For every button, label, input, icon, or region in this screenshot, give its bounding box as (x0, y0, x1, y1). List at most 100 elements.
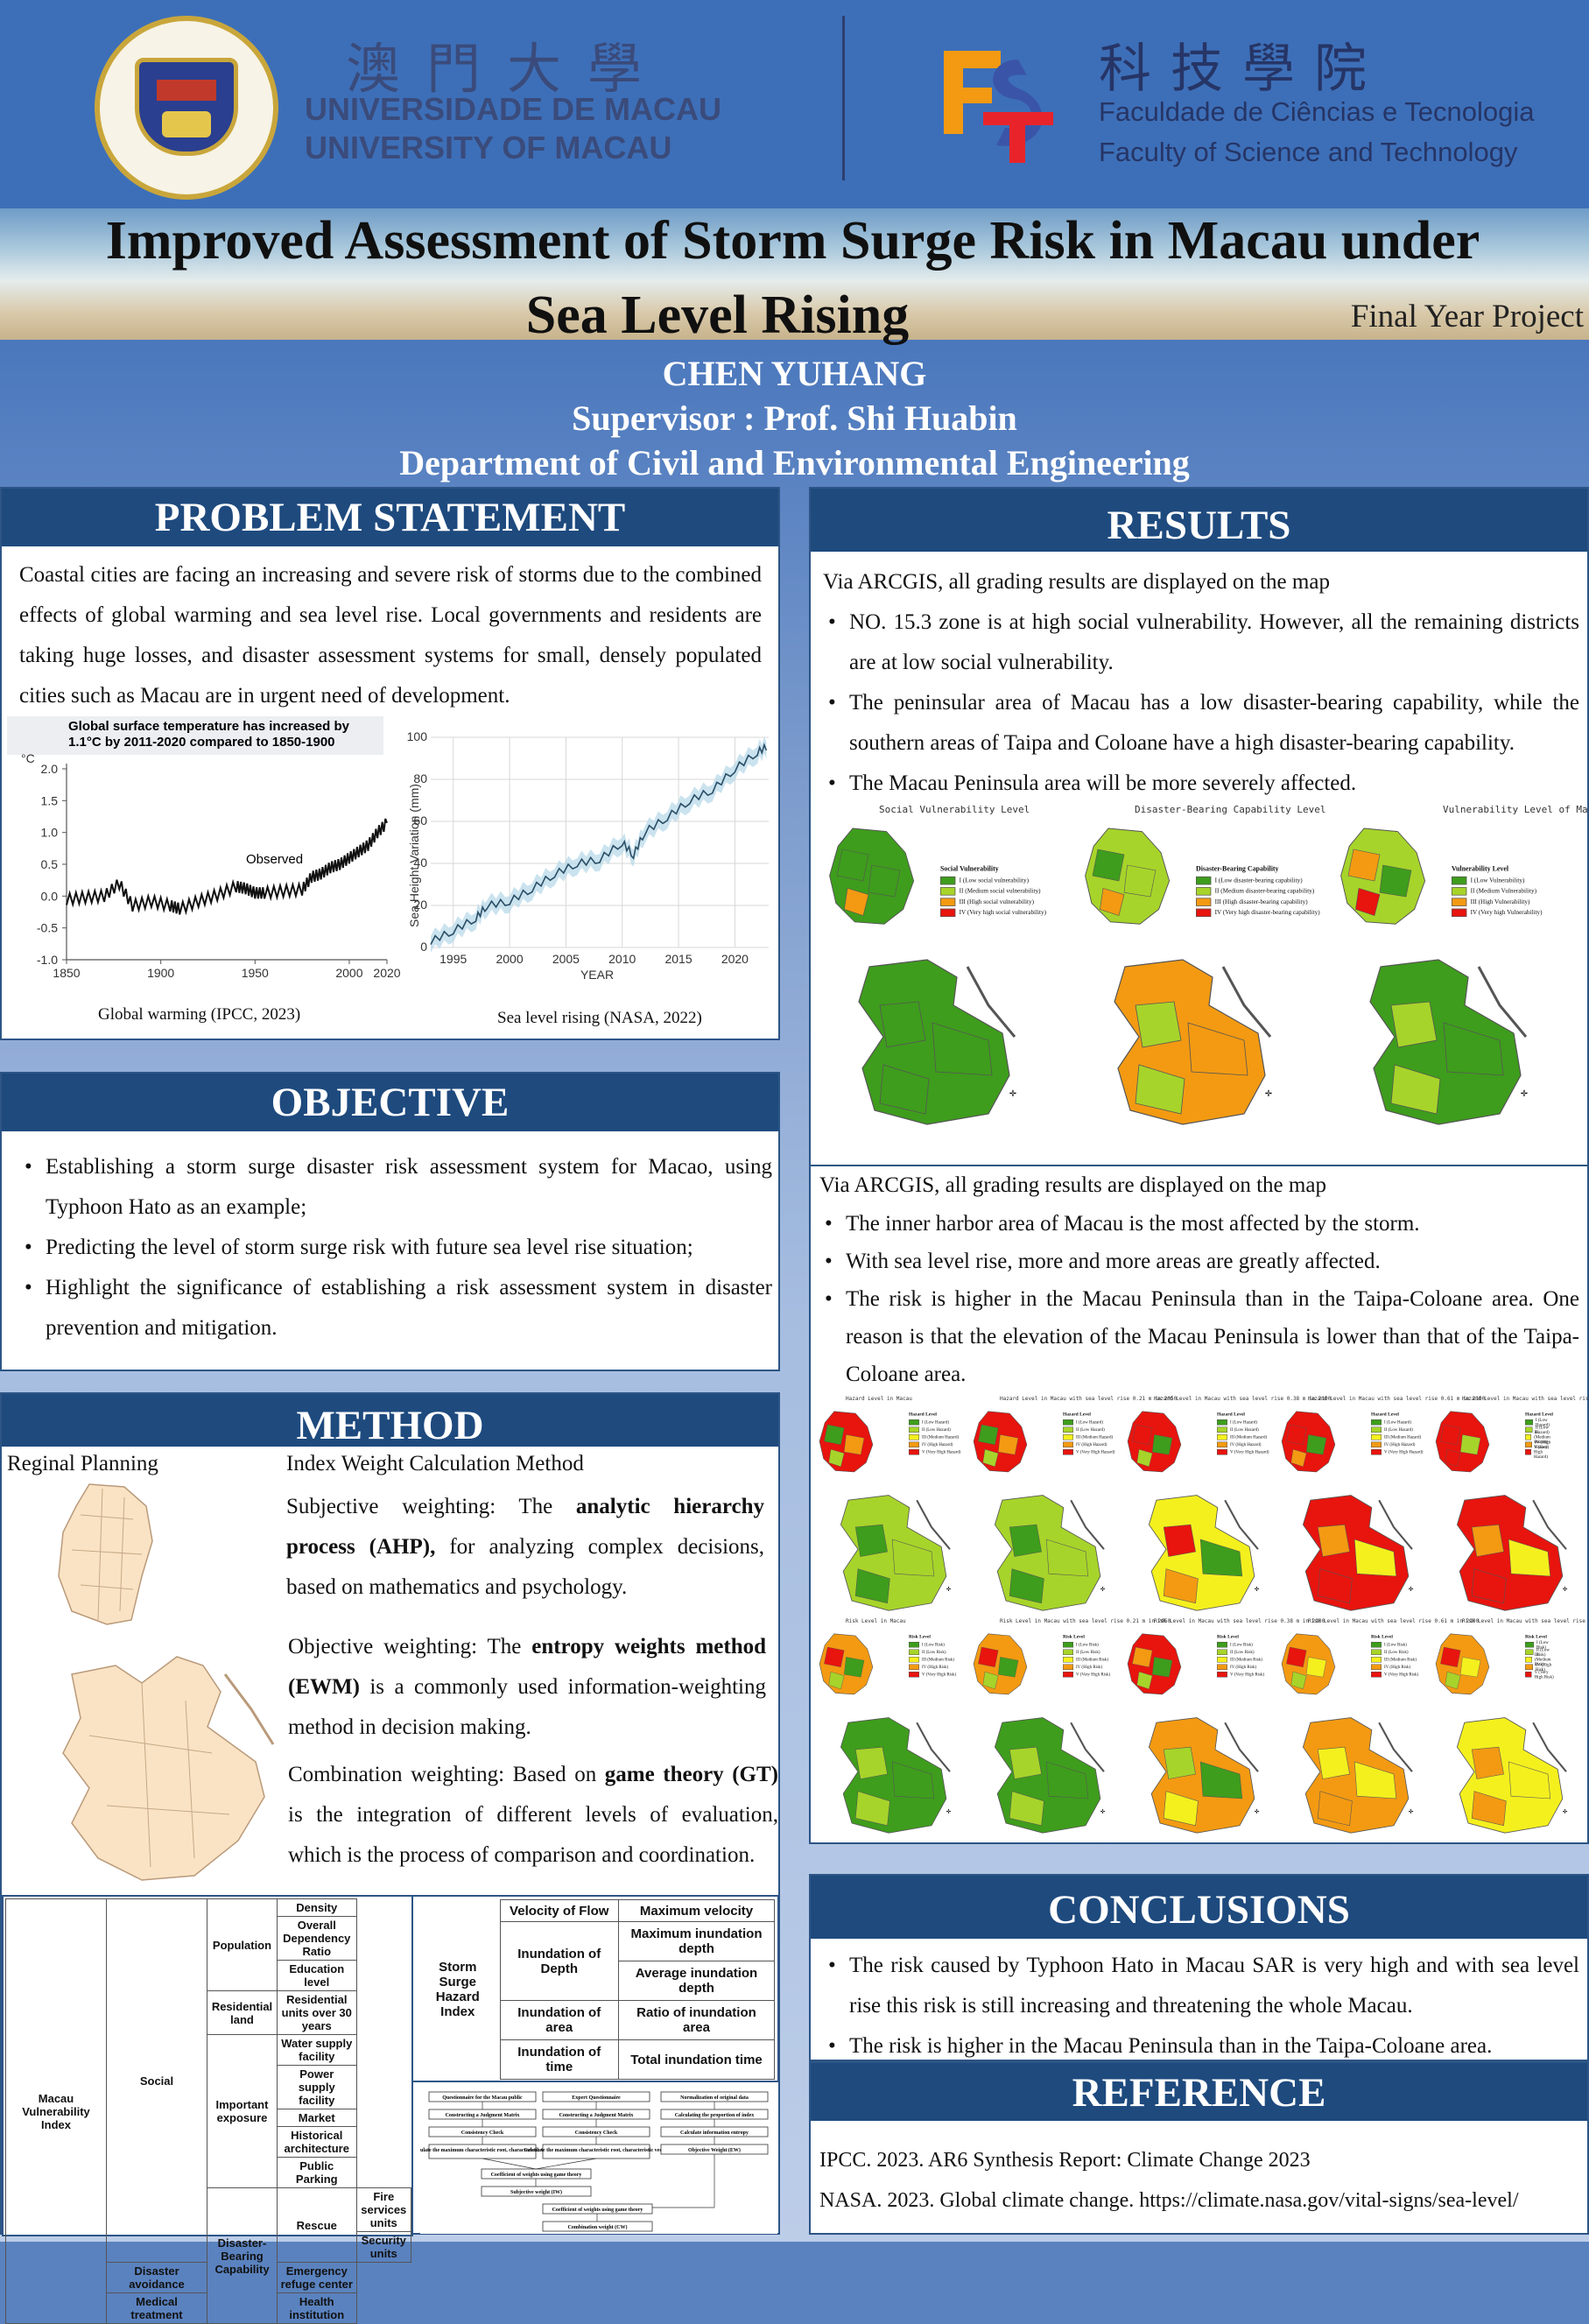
legend-row: IV (Very high social vulnerability) (940, 907, 1046, 918)
legend-swatch (909, 1441, 919, 1447)
results-heading: RESULTS (811, 489, 1587, 552)
legend-swatch (1452, 898, 1467, 906)
table-important: Important exposure (207, 2034, 278, 2188)
objective-item: Establishing a storm surge disaster risk… (19, 1147, 772, 1228)
map-title: Risk Level in Macau with sea level rise … (1154, 1618, 1325, 1624)
legend-swatch (1371, 1449, 1382, 1455)
legend-row: IV (Very high disaster-bearing capabilit… (1196, 907, 1320, 918)
legend-row: V (Very High Risk) (1063, 1671, 1110, 1679)
um-chinese-name: 澳門大學 (346, 37, 669, 101)
project-tag: Final Year Project (1350, 299, 1584, 335)
map-region (1009, 1746, 1042, 1779)
legend-row: II (Low Risk) (1525, 1647, 1555, 1657)
chart1-y-tick-label: 2.0 (41, 762, 59, 776)
legend-swatch (940, 887, 956, 896)
objective-list: Establishing a storm surge disaster risk… (19, 1147, 772, 1349)
legend-label: II (Medium disaster-bearing capability) (1214, 887, 1315, 895)
legend-swatch (1452, 887, 1467, 896)
legend-label: III (Medium Hazard) (1534, 1430, 1550, 1445)
map-region (1355, 888, 1381, 916)
small-hazard-map (973, 1411, 1028, 1473)
objective-suffix: is a commonly used information-weighting… (288, 1675, 766, 1739)
map-region (1151, 1434, 1173, 1455)
map-region (1317, 1524, 1350, 1557)
bridge-line (1224, 1722, 1259, 1772)
bridge-line (1532, 1722, 1567, 1772)
legend-swatch (1063, 1449, 1073, 1455)
chart2-ylabel: Sea Height Variation (mm) (407, 784, 421, 927)
legend-label: III (Medium Hazard) (922, 1434, 960, 1440)
large-hazard-map: ✛ (1148, 1495, 1260, 1611)
table-avoid: Disaster avoidance (106, 2262, 207, 2293)
fst-chinese-name: 科技學院 (1099, 39, 1386, 100)
flowchart-box-label: Subjective weight (IW) (510, 2189, 562, 2195)
legend-row: III (Medium Risk) (1217, 1656, 1264, 1664)
chart2-x-tick-label: 2000 (496, 952, 523, 966)
legend-label: I (Low Risk) (1384, 1642, 1407, 1648)
map-region (1136, 1671, 1153, 1690)
legend-swatch (1217, 1434, 1227, 1440)
flowchart-box-label: Combination weight (CW) (567, 2224, 627, 2230)
large-risk-map: ✛ (1302, 1717, 1414, 1834)
legend-label: IV (High Risk) (1536, 1662, 1552, 1673)
poster: 澳門大學 UNIVERSIDADE DE MACAU UNIVERSITY OF… (0, 0, 1589, 2242)
legend-swatch (1217, 1649, 1227, 1655)
table-cell: Market (277, 2109, 357, 2127)
legend-row: I (Low Hazard) (1525, 1418, 1555, 1427)
map-region (997, 1657, 1019, 1678)
map-region (1286, 1646, 1307, 1668)
map-region (932, 1022, 993, 1076)
problem-statement-heading: PROBLEM STATEMENT (2, 489, 778, 546)
legend-label: III (Medium Risk) (1076, 1657, 1108, 1663)
legend-row: I (Low Risk) (1217, 1641, 1264, 1649)
legend-swatch (909, 1642, 919, 1648)
subjective-suffix: for analyzing complex decisions, based o… (286, 1535, 764, 1599)
chart2-x-tick-label: 1995 (439, 952, 467, 966)
chart1-y-tick-label: -1.0 (37, 953, 58, 967)
legend-swatch (1217, 1426, 1227, 1433)
legend-label: I (Low Risk) (1230, 1642, 1253, 1648)
legend-row: III (Medium Hazard) (1525, 1430, 1555, 1445)
hazard-index-table-box: Storm Surge Hazard Index Velocity of Flow… (413, 1895, 779, 2082)
objective-heading: OBJECTIVE (2, 1074, 778, 1131)
flowchart-box (481, 2186, 592, 2197)
map-region (1100, 888, 1125, 916)
map-legend: Hazard Level I (Low Hazard) II (Low Hazard… (1525, 1412, 1555, 1460)
legend-title: Risk Level (909, 1634, 931, 1639)
legend-label: I (Low Hazard) (1230, 1419, 1258, 1426)
chart2-y-tick-label: 80 (413, 771, 427, 785)
legend-row: III (Medium Risk) (1371, 1656, 1418, 1664)
legend-label: III (Medium Hazard) (1384, 1434, 1422, 1440)
fst-portuguese-name: Faculdade de Ciências e Tecnologia (1099, 96, 1535, 127)
legend-row: IV (High Hazard) (1217, 1441, 1269, 1449)
legend-title: Risk Level (1371, 1634, 1393, 1639)
north-arrow-icon: ✛ (1563, 1808, 1568, 1815)
legend-row: V (Very High Hazard) (1371, 1448, 1423, 1456)
map-title: Hazard Level in Macau with sea level ris… (1462, 1396, 1589, 1402)
subjective-prefix: Subjective weighting: The (286, 1495, 576, 1518)
map-region (1305, 1434, 1327, 1455)
combination-suffix: is the integration of different levels o… (288, 1803, 778, 1867)
large-vulnerability-map: ✛ (1369, 959, 1528, 1125)
chart2-x-tick-label: 2005 (552, 952, 580, 966)
problem-statement-text: Coastal cities are facing an increasing … (19, 563, 762, 708)
legend-row: I (Low Risk) (1371, 1641, 1418, 1649)
legend-row: I (Low disaster-bearing capability) (1196, 876, 1320, 886)
legend-label: III (High disaster-bearing capability) (1214, 898, 1308, 906)
legend-swatch (909, 1657, 919, 1663)
legend-swatch (909, 1426, 919, 1433)
legend-row: III (Medium Risk) (1525, 1652, 1555, 1667)
chart2-uncertainty-band (431, 736, 767, 954)
risk-maps: Risk Level in Macau Risk Level I (Low Risk… (814, 1618, 1589, 1837)
map-title: Risk Level in Macau with sea level rise … (1000, 1618, 1171, 1624)
north-arrow-icon: ✛ (1255, 1808, 1260, 1815)
legend-swatch (1217, 1672, 1227, 1678)
legend-label: IV (High Risk) (1230, 1665, 1257, 1670)
table-cell: Historical architecture (277, 2126, 357, 2158)
legend-row: IV (High Risk) (1217, 1664, 1264, 1672)
north-arrow-icon: ✛ (1409, 1808, 1414, 1815)
large-risk-map: ✛ (840, 1717, 952, 1834)
legend-label: I (Low Risk) (1536, 1639, 1549, 1650)
fst-english-name: Faculty of Science and Technology (1099, 137, 1518, 167)
chart2-x-tick-label: 2015 (664, 952, 692, 966)
